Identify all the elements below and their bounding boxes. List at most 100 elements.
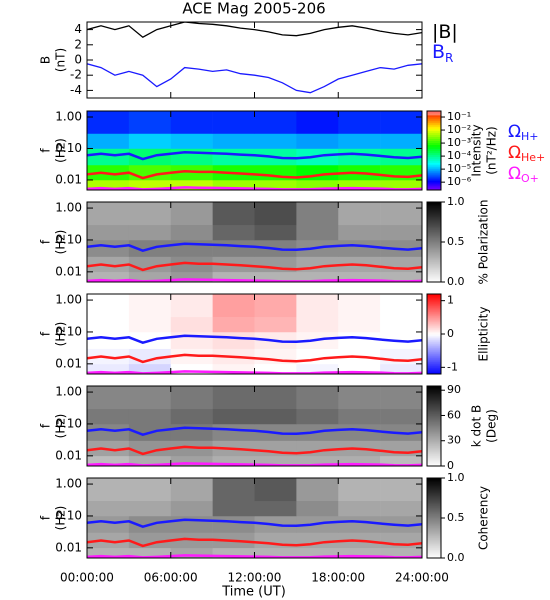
spectrogram-cell — [87, 294, 130, 318]
colorbar-tick-label: 0.5 — [447, 235, 465, 248]
colorbar-swatch — [427, 152, 441, 155]
colorbar-label: (nT²/Hz) — [485, 126, 499, 174]
colorbar-swatch — [427, 220, 441, 223]
colorbar-swatch — [427, 440, 441, 443]
colorbar-label: Coherency — [477, 486, 491, 550]
spectrogram-cell — [380, 271, 422, 282]
colorbar-swatch — [427, 166, 441, 169]
colorbar-swatch — [427, 252, 441, 255]
colorbar-swatch — [427, 370, 441, 373]
spectrogram-cell — [212, 500, 255, 517]
colorbar-tick-label: 1.0 — [447, 195, 465, 208]
y-tick-label: 0.01 — [55, 264, 82, 278]
spectrogram-cell — [87, 500, 130, 517]
colorbar-swatch — [427, 446, 441, 449]
spectrogram-cell — [87, 179, 130, 190]
colorbar-swatch — [427, 416, 441, 419]
colorbar-swatch — [427, 556, 441, 559]
colorbar-tick-label: 0.0 — [447, 551, 465, 564]
spectrogram-cell — [380, 478, 422, 502]
colorbar-swatch — [427, 224, 441, 227]
spectrogram-cell — [170, 331, 213, 349]
y-axis-label: (Hz) — [54, 230, 68, 255]
colorbar-swatch — [427, 538, 441, 541]
colorbar-swatch — [427, 312, 441, 315]
colorbar-swatch — [427, 222, 441, 225]
y-tick-label: 1.00 — [55, 385, 82, 399]
legend-name: Ω — [508, 143, 521, 163]
x-tick-label: 18:00:00 — [311, 571, 365, 585]
colorbar-swatch — [427, 314, 441, 317]
colorbar-swatch — [427, 480, 441, 483]
chart-title: ACE Mag 2005-206 — [182, 0, 325, 18]
colorbar-swatch — [427, 358, 441, 361]
colorbar-swatch — [427, 182, 441, 185]
spectrogram-cell — [338, 455, 381, 466]
y-axis-label: (Hz) — [54, 506, 68, 531]
colorbar-swatch — [427, 352, 441, 355]
colorbar-swatch — [427, 500, 441, 503]
colorbar-swatch — [427, 238, 441, 241]
spectrogram-cell — [212, 271, 255, 282]
spectrogram-cell — [338, 271, 381, 282]
colorbar-swatch — [427, 260, 441, 263]
colorbar-swatch — [427, 518, 441, 521]
colorbar-swatch — [427, 126, 441, 130]
spectrogram-cell — [212, 148, 255, 166]
colorbar-swatch — [427, 298, 441, 301]
colorbar-swatch — [427, 248, 441, 251]
y-axis-label: (Hz) — [54, 414, 68, 439]
y-tick-label: -2 — [70, 68, 82, 82]
colorbar-swatch — [427, 122, 441, 126]
y-axis-label: f — [39, 515, 53, 520]
legend-entry: ΩH+ — [508, 122, 539, 143]
data-line — [87, 22, 422, 38]
panel — [87, 294, 422, 374]
colorbar-swatch — [427, 494, 441, 497]
spectrogram-cell — [212, 202, 255, 226]
colorbar-swatch — [427, 460, 441, 463]
spectrogram-cell — [87, 331, 130, 349]
gyrofrequency-line — [87, 150, 422, 161]
colorbar-swatch — [427, 402, 441, 405]
colorbar-swatch — [427, 216, 441, 219]
colorbar-swatch — [427, 178, 441, 181]
spectrogram-cell — [212, 547, 255, 558]
colorbar-swatch — [427, 540, 441, 543]
spectrogram-cell — [128, 363, 172, 374]
colorbar-tick-label: 1.0 — [447, 471, 465, 484]
y-tick-label: 0.01 — [55, 356, 82, 370]
spectrogram-cell — [380, 348, 422, 365]
colorbar-swatch — [427, 448, 441, 451]
spectrogram-cell — [296, 500, 339, 517]
spectrogram-cell — [338, 515, 381, 533]
colorbar-swatch — [427, 442, 441, 445]
panel — [87, 22, 422, 94]
spectrogram-cell — [254, 408, 297, 425]
colorbar-swatch — [427, 254, 441, 257]
spectrogram-cell — [170, 239, 213, 257]
colorbar-tick-label: 10⁻¹ — [447, 110, 471, 123]
colorbar-swatch — [427, 142, 441, 145]
colorbar-swatch — [427, 524, 441, 527]
colorbar-swatch — [427, 534, 441, 537]
colorbar-swatch — [427, 356, 441, 359]
spectrogram-cell — [254, 271, 297, 282]
colorbar-swatch — [427, 360, 441, 363]
spectrogram-cell — [338, 423, 381, 441]
colorbar-swatch — [427, 276, 441, 279]
spectrogram-cell — [128, 133, 172, 149]
legend-entry: |B| — [432, 21, 458, 43]
colorbar-swatch — [427, 550, 441, 553]
spectrogram-cell — [254, 455, 297, 466]
colorbar-swatch — [427, 264, 441, 267]
colorbar-swatch — [427, 134, 441, 138]
colorbar-swatch — [427, 162, 441, 165]
spectrogram-cell — [296, 271, 339, 282]
y-tick-label: 0 — [74, 53, 82, 67]
colorbar-swatch — [427, 414, 441, 417]
spectrogram-cell — [87, 455, 130, 466]
x-axis-label: Time (UT) — [221, 585, 286, 600]
spectrogram-cell — [254, 316, 297, 333]
spectrogram-cell — [380, 294, 422, 318]
